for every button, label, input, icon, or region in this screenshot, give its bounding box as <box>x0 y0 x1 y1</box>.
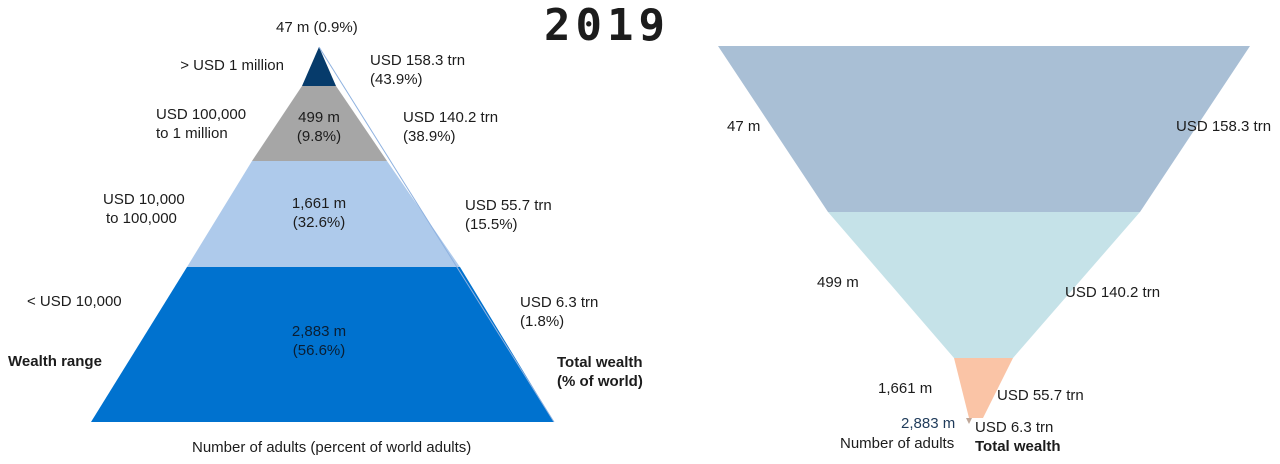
tier-3-wealth-range-label: < USD 10,000 <box>27 293 122 310</box>
inverted-tier-under-10k <box>966 418 972 424</box>
year-title: 2019 <box>544 0 670 51</box>
number-of-adults-footer: Number of adults <box>840 435 955 452</box>
inv-tier-1-adults-label: 499 m <box>817 274 859 291</box>
inv-tier-2-adults-label: 1,661 m <box>878 380 933 397</box>
tier-1-wealth-pct-label: (38.9%) <box>403 128 456 145</box>
tier-3-wealth-label: USD 6.3 trn <box>520 294 599 311</box>
pyramid-x-axis-label: Number of adults (percent of world adult… <box>192 439 472 456</box>
tier-1-wealth-range-line2: to 1 million <box>156 125 228 142</box>
total-wealth-heading-line1: Total wealth <box>557 354 643 371</box>
tier-2-wealth-range-line2: to 100,000 <box>106 210 177 227</box>
tier-3-adults-label: 2,883 m <box>291 323 347 340</box>
tier-1-adults-label: 499 m <box>298 109 340 126</box>
tier-0-adults-label: 47 m (0.9%) <box>276 19 358 36</box>
inv-tier-0-wealth-label: USD 158.3 trn <box>1176 118 1272 135</box>
total-wealth-heading-line2: (% of world) <box>557 373 643 390</box>
tier-2-wealth-label: USD 55.7 trn <box>465 197 552 214</box>
pyramid-tier-10k-to-100k <box>187 161 460 267</box>
total-wealth-footer: Total wealth <box>975 438 1061 455</box>
inv-tier-2-wealth-label: USD 55.7 trn <box>997 387 1084 404</box>
tier-2-wealth-range-line1: USD 10,000 <box>103 191 185 208</box>
inv-tier-3-wealth-label: USD 6.3 trn <box>975 419 1054 436</box>
tier-2-adults-pct-label: (32.6%) <box>292 214 346 231</box>
tier-1-wealth-label: USD 140.2 trn <box>403 109 499 126</box>
inverted-tier-10k-to-100k <box>954 358 1013 418</box>
tier-3-adults-pct-label: (56.6%) <box>292 342 346 359</box>
inv-tier-0-adults-label: 47 m <box>727 118 761 135</box>
wealth-range-heading: Wealth range <box>8 353 102 370</box>
pyramid-tier-100k-to-1-million <box>252 86 387 161</box>
tier-0-wealth-range-label: > USD 1 million <box>180 57 284 74</box>
tier-1-wealth-range-line1: USD 100,000 <box>156 106 247 123</box>
pyramid-tier-under-10k <box>91 267 554 422</box>
tier-0-wealth-label: USD 158.3 trn <box>370 52 466 69</box>
tier-3-wealth-pct-label: (1.8%) <box>520 313 565 330</box>
pyramid-outline-right <box>318 46 555 423</box>
inverted-tier-over-1-million <box>718 46 1250 212</box>
pyramid-tier-over-1-million <box>302 47 336 86</box>
tier-1-adults-pct-label: (9.8%) <box>296 128 342 145</box>
tier-2-adults-label: 1,661 m <box>291 195 347 212</box>
inv-tier-1-wealth-label: USD 140.2 trn <box>1065 284 1161 301</box>
tier-2-wealth-pct-label: (15.5%) <box>465 216 518 233</box>
tier-0-wealth-pct-label: (43.9%) <box>370 71 423 88</box>
inverted-tier-100k-to-1-million <box>828 212 1140 358</box>
inv-tier-3-adults-label: 2,883 m <box>901 415 956 432</box>
